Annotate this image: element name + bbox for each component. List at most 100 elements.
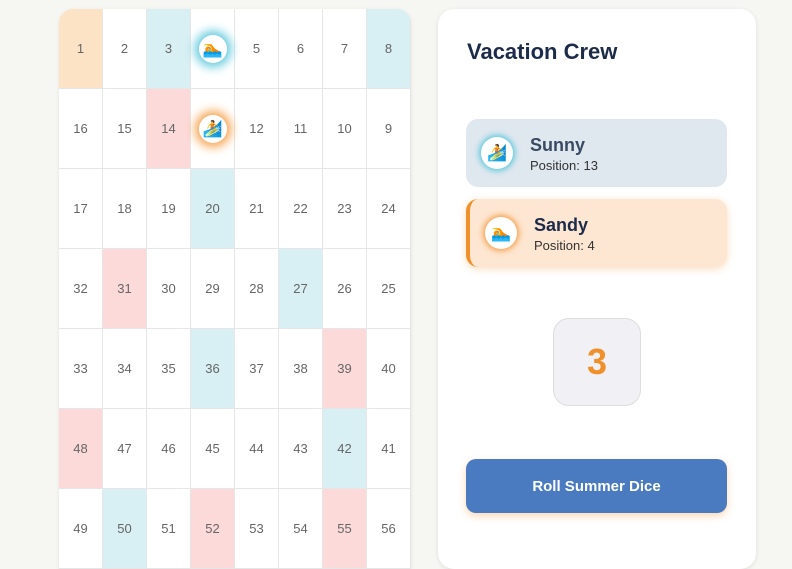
cell-number: 48 (73, 441, 88, 456)
board-cell: 41 (367, 409, 411, 489)
position-value: 4 (587, 238, 595, 253)
cell-number: 24 (381, 201, 396, 216)
board-cell: 34 (103, 329, 147, 409)
cell-number: 20 (205, 201, 220, 216)
player-card: 🏄 Sunny Position: 13 (466, 119, 727, 187)
cell-number: 15 (117, 121, 132, 136)
board-cell: 31 (103, 249, 147, 329)
board-cell: 🏊 (191, 9, 235, 89)
cell-number: 3 (164, 41, 173, 56)
board-cell: 6 (279, 9, 323, 89)
cell-number: 8 (384, 41, 393, 56)
cell-number: 44 (249, 441, 264, 456)
board-cell: 21 (235, 169, 279, 249)
board-cell: 29 (191, 249, 235, 329)
cell-number: 6 (296, 41, 305, 56)
cell-number: 25 (381, 281, 396, 296)
board-cell: 7 (323, 9, 367, 89)
board-cell: 39 (323, 329, 367, 409)
board-cell: 50 (103, 489, 147, 569)
player-position: Position: 4 (534, 238, 595, 253)
board-cell: 32 (59, 249, 103, 329)
board-cell: 56 (367, 489, 411, 569)
board-cell: 22 (279, 169, 323, 249)
player-card: 🏊 Sandy Position: 4 (466, 199, 727, 267)
board-cell: 23 (323, 169, 367, 249)
cell-number: 46 (161, 441, 176, 456)
board-cell: 36 (191, 329, 235, 409)
cell-number: 14 (161, 121, 176, 136)
board-cell: 27 (279, 249, 323, 329)
cell-number: 10 (337, 121, 352, 136)
cell-number: 7 (340, 41, 349, 56)
board-cell: 14 (147, 89, 191, 169)
board-cell: 52 (191, 489, 235, 569)
board-cell: 20 (191, 169, 235, 249)
player-name: Sunny (530, 135, 586, 155)
cell-number: 47 (117, 441, 132, 456)
cell-number: 30 (161, 281, 176, 296)
cell-number: 45 (205, 441, 220, 456)
board-cell: 5 (235, 9, 279, 89)
cell-number: 52 (205, 521, 220, 536)
player-name: Sandy (534, 215, 589, 235)
board-cell: 11 (279, 89, 323, 169)
cell-number: 18 (117, 201, 132, 216)
board-cell: 55 (323, 489, 367, 569)
cell-number: 55 (337, 521, 352, 536)
panel-title: Vacation Crew (467, 39, 618, 64)
cell-number: 36 (205, 361, 220, 376)
cell-number: 51 (161, 521, 176, 536)
cell-number: 9 (384, 121, 393, 136)
cell-number: 29 (205, 281, 220, 296)
board-cell: 26 (323, 249, 367, 329)
page: 1 2 3 🏊 5 6 7 8 16 15 14 🏄 12 11 10 9 17 18 19 20 21 22 23 24 32… (59, 9, 756, 569)
game-board: 1 2 3 🏊 5 6 7 8 16 15 14 🏄 12 11 10 9 17 18 19 20 21 22 23 24 32… (59, 9, 411, 569)
cell-number: 35 (161, 361, 176, 376)
cell-number: 12 (249, 121, 264, 136)
cell-number: 43 (293, 441, 308, 456)
board-cell: 12 (235, 89, 279, 169)
board-cell: 42 (323, 409, 367, 489)
cell-number: 40 (381, 361, 396, 376)
player-position: Position: 13 (530, 158, 598, 173)
board-cell: 19 (147, 169, 191, 249)
cell-number: 34 (117, 361, 132, 376)
cell-number: 53 (249, 521, 264, 536)
board-cell: 10 (323, 89, 367, 169)
cell-number: 21 (249, 201, 264, 216)
cell-number: 5 (252, 41, 261, 56)
position-label: Position: (530, 158, 580, 173)
cell-number: 41 (381, 441, 396, 456)
board-cell: 33 (59, 329, 103, 409)
cell-number: 37 (249, 361, 264, 376)
cell-number: 2 (120, 41, 129, 56)
board-cell: 24 (367, 169, 411, 249)
side-panel: Vacation Crew 3 Roll Summer Dice 🏄 Sunny P… (438, 9, 756, 569)
board-cell: 37 (235, 329, 279, 409)
board-cell: 54 (279, 489, 323, 569)
board-cell: 46 (147, 409, 191, 489)
board-cell: 40 (367, 329, 411, 409)
player-token: 🏄 (198, 114, 227, 143)
cell-number: 39 (337, 361, 352, 376)
board-cell: 16 (59, 89, 103, 169)
board-cell: 9 (367, 89, 411, 169)
board-cell: 3 (147, 9, 191, 89)
cell-number: 50 (117, 521, 132, 536)
board-cell: 35 (147, 329, 191, 409)
cell-number: 38 (293, 361, 308, 376)
board-cell: 18 (103, 169, 147, 249)
roll-button[interactable]: Roll Summer Dice (466, 459, 727, 513)
player-icon: 🏊 (485, 217, 517, 249)
cell-number: 54 (293, 521, 308, 536)
dice[interactable]: 3 (553, 318, 641, 406)
board-cell: 53 (235, 489, 279, 569)
cell-number: 22 (293, 201, 308, 216)
cell-number: 27 (293, 281, 308, 296)
board-cell: 30 (147, 249, 191, 329)
board-cell: 44 (235, 409, 279, 489)
board-cell: 47 (103, 409, 147, 489)
board-cell: 38 (279, 329, 323, 409)
position-value: 13 (583, 158, 598, 173)
